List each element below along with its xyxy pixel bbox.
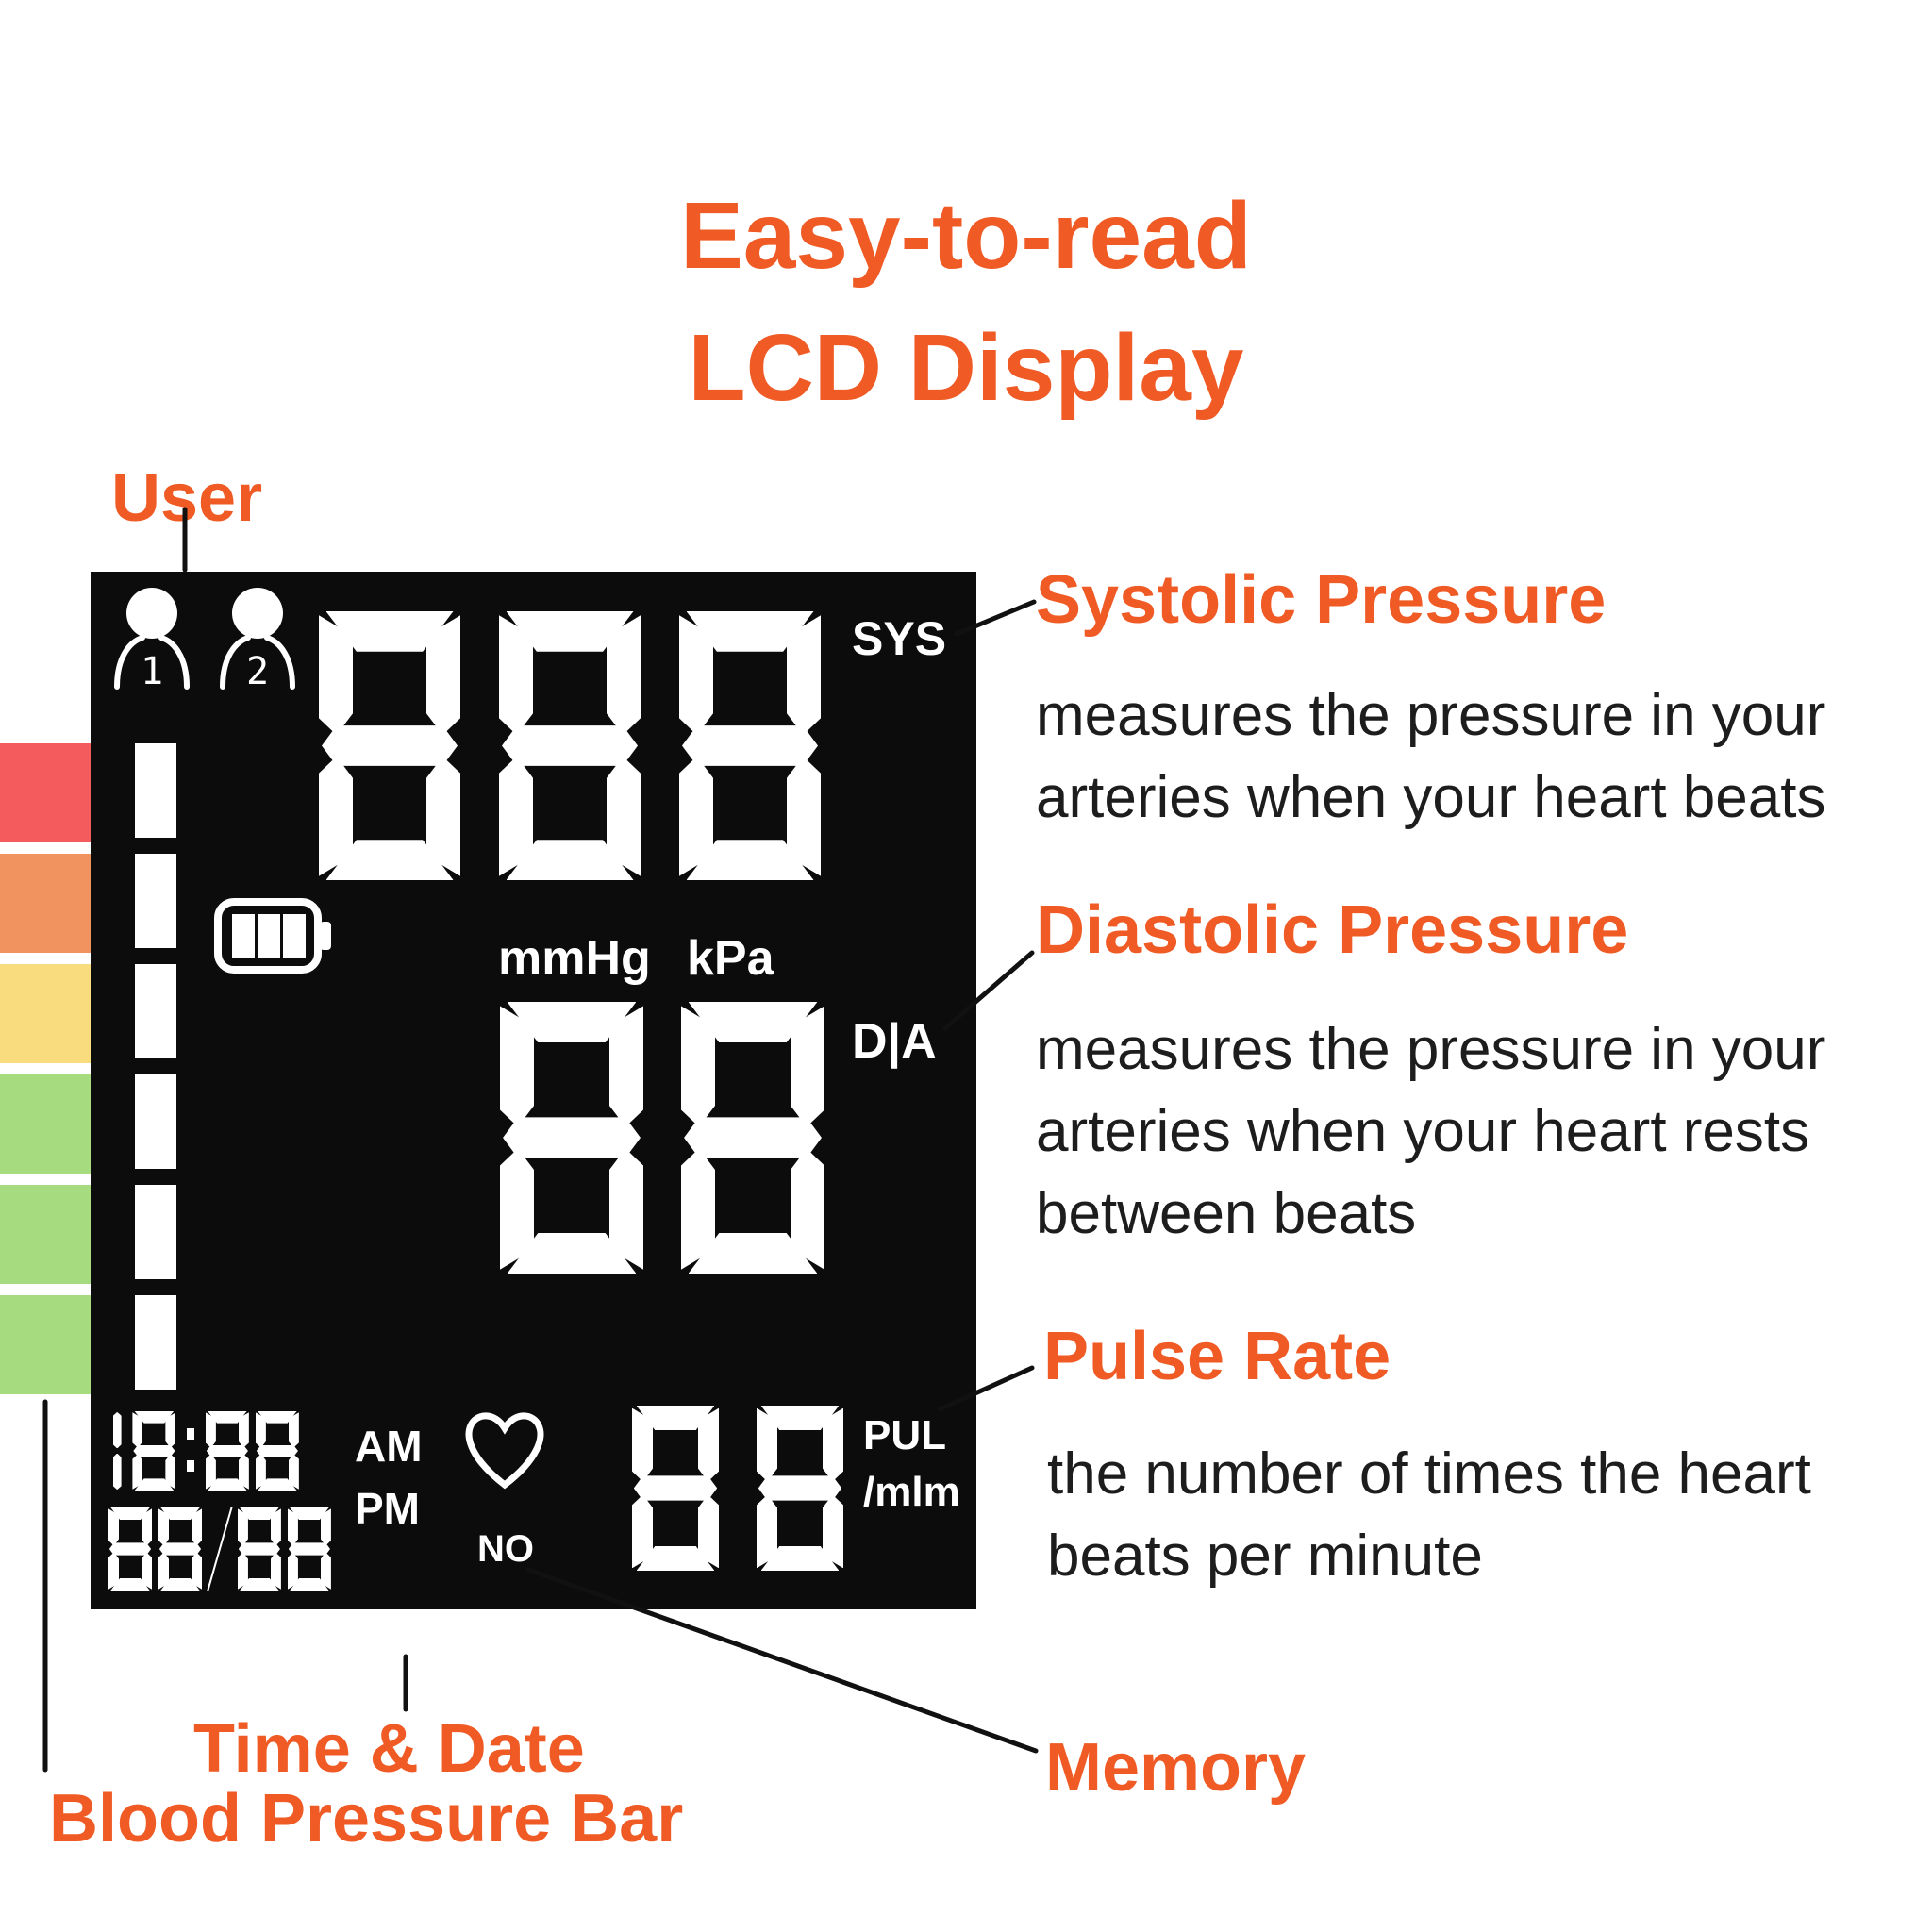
systolic-value-digits: [319, 611, 821, 880]
lcd-level-segment: [135, 1295, 176, 1390]
time-date-callout-label: Time & Date: [193, 1711, 585, 1787]
date-digits: [108, 1507, 331, 1591]
diastolic-callout-label: Diastolic Pressure: [1036, 892, 1629, 968]
page-title-line1: Easy-to-read: [680, 183, 1252, 289]
pulse-unit-label-line1: PUL: [863, 1412, 946, 1458]
diastolic-callout-line1: measures the pressure in your: [1036, 1017, 1826, 1082]
systolic-callout-line1: measures the pressure in your: [1036, 683, 1826, 748]
dia-unit-label: D|A: [852, 1014, 937, 1069]
battery-icon: [214, 898, 331, 974]
seven-segment-digit: [255, 1411, 299, 1491]
heart-icon: [465, 1412, 544, 1490]
seven-segment-digit: [207, 1507, 233, 1591]
time-digits: [108, 1411, 299, 1491]
systolic-callout-line2: arteries when your heart beats: [1036, 765, 1826, 830]
user-2-icon: 2: [220, 588, 295, 691]
pressure-bar-segment: [0, 1074, 92, 1174]
svg-text:1: 1: [141, 650, 163, 691]
page-title-line2: LCD Display: [688, 315, 1244, 421]
seven-segment-digit: [500, 1002, 643, 1274]
diastolic-value-digits: [500, 1002, 824, 1274]
kpa-unit-label: kPa: [687, 931, 774, 986]
pulse-unit-label-line2: /mlm: [863, 1469, 960, 1515]
sys-unit-label: SYS: [852, 612, 947, 665]
pm-label: PM: [355, 1484, 420, 1533]
seven-segment-digit: [287, 1507, 331, 1591]
seven-segment-digit: [158, 1507, 202, 1591]
seven-segment-digit: [132, 1411, 176, 1491]
user-1-icon: 1: [114, 588, 190, 691]
pressure-bar-segment: [0, 1295, 92, 1394]
memory-indicator-label: NO: [477, 1528, 534, 1570]
pulse-value-digits: [632, 1406, 843, 1571]
pressure-bar-segment: [0, 854, 92, 953]
seven-segment-digit: [319, 611, 460, 880]
seven-segment-digit: [108, 1507, 152, 1591]
pressure-bar-segment: [0, 964, 92, 1063]
lcd-level-segment: [135, 743, 176, 838]
pressure-bar-segment: [0, 1185, 92, 1284]
seven-segment-digit: [757, 1406, 843, 1571]
seven-segment-digit: [679, 611, 821, 880]
pulse-callout-line1: the number of times the heart: [1047, 1441, 1811, 1507]
seven-segment-digit: [632, 1406, 719, 1571]
user-callout-label: User: [111, 460, 263, 536]
seven-segment-digit: [681, 1002, 824, 1274]
seven-segment-digit: [205, 1411, 249, 1491]
systolic-callout-label: Systolic Pressure: [1036, 562, 1607, 638]
seven-segment-digit: [108, 1411, 125, 1491]
svg-text:2: 2: [246, 650, 269, 691]
lcd-level-segment: [135, 854, 176, 948]
mmhg-unit-label: mmHg: [498, 931, 651, 986]
diastolic-callout-line2: arteries when your heart rests: [1036, 1099, 1810, 1164]
memory-callout-label: Memory: [1045, 1730, 1307, 1806]
seven-segment-digit: [237, 1507, 281, 1591]
lcd-level-segment: [135, 1185, 176, 1279]
am-label: AM: [355, 1422, 423, 1471]
lcd-level-segment: [135, 1074, 176, 1169]
pulse-callout-label: Pulse Rate: [1043, 1319, 1391, 1394]
diastolic-callout-line3: between beats: [1036, 1181, 1417, 1246]
pulse-callout-line2: beats per minute: [1047, 1524, 1483, 1589]
seven-segment-digit: [499, 611, 641, 880]
pressure-bar-segment: [0, 743, 92, 842]
lcd-level-segment: [135, 964, 176, 1058]
bp-bar-callout-label: Blood Pressure Bar: [49, 1781, 684, 1857]
seven-segment-digit: [182, 1411, 198, 1491]
